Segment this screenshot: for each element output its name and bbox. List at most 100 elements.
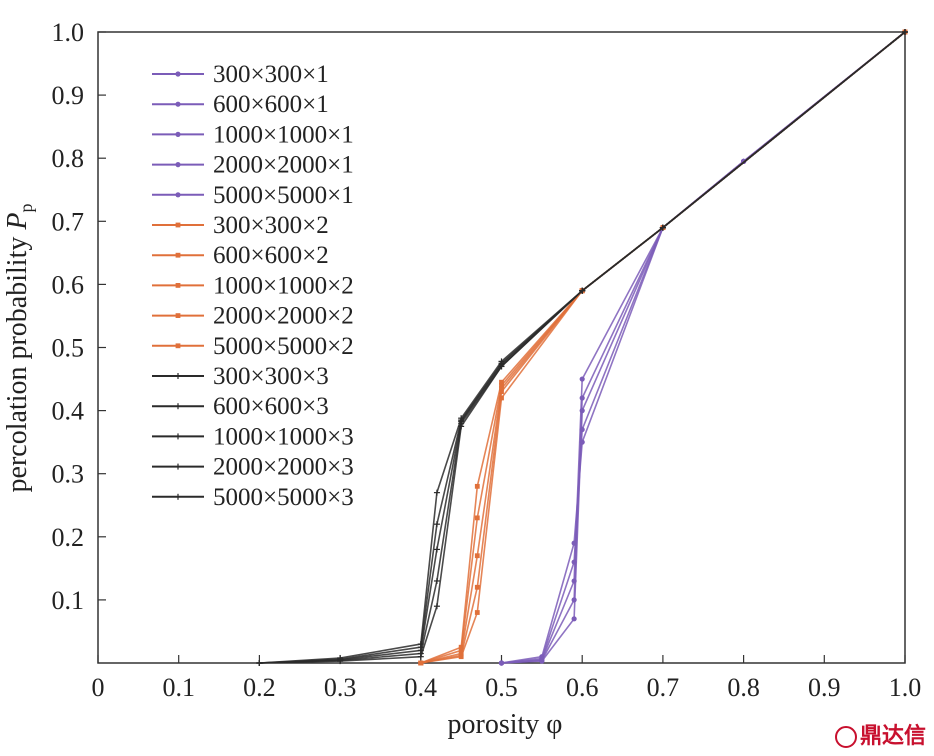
legend-marker <box>175 463 181 470</box>
data-point <box>474 584 480 590</box>
logo-badge-icon <box>834 726 857 748</box>
x-tick-label: 0.3 <box>324 673 357 702</box>
data-point <box>433 577 440 584</box>
data-point <box>902 29 908 35</box>
legend-label: 5000×5000×1 <box>213 182 354 209</box>
y-tick-label: 0.2 <box>52 523 85 552</box>
legend-label: 300×300×2 <box>213 212 329 239</box>
legend-marker <box>175 192 181 198</box>
data-point <box>571 597 577 603</box>
legend-item: 1000×1000×1 <box>152 121 354 148</box>
y-tick-label: 0.4 <box>52 397 85 426</box>
x-tick-label: 0.8 <box>727 673 760 702</box>
legend-marker <box>175 283 181 288</box>
legend-marker <box>175 373 181 379</box>
legend-marker <box>175 101 181 107</box>
data-point <box>498 660 505 666</box>
x-tick-label: 0.7 <box>647 673 680 702</box>
data-point <box>474 483 480 489</box>
data-point <box>498 358 505 365</box>
y-tick-label: 0.1 <box>52 586 85 615</box>
data-point <box>579 439 585 445</box>
data-point <box>474 515 480 521</box>
legend-label: 300×300×3 <box>213 363 329 390</box>
data-point <box>458 644 464 650</box>
y-tick-label: 0.9 <box>52 81 85 110</box>
data-point <box>571 540 577 546</box>
y-tick-label: 0.6 <box>52 270 85 299</box>
legend-item: 2000×2000×3 <box>152 454 354 481</box>
y-axis-label-symbol: P <box>2 213 33 231</box>
legend-label: 5000×5000×2 <box>213 333 354 360</box>
legend-item: 2000×2000×2 <box>152 303 354 330</box>
legend-marker <box>175 71 181 77</box>
legend-item: 5000×5000×3 <box>152 484 354 511</box>
legend-marker <box>175 162 181 168</box>
legend-label: 300×300×1 <box>213 61 329 88</box>
legend-item: 300×300×1 <box>152 61 329 88</box>
data-point <box>579 376 585 382</box>
legend-item: 600×600×3 <box>152 393 329 420</box>
data-point <box>256 660 263 666</box>
x-tick-label: 0.9 <box>808 673 841 702</box>
legend-label: 600×600×1 <box>213 91 329 118</box>
watermark: 鼎达信 <box>834 718 926 750</box>
legend-item: 5000×5000×2 <box>152 333 354 360</box>
data-point <box>571 616 577 622</box>
data-point <box>417 641 424 648</box>
y-axis-label: percolation probability Pp <box>2 204 36 493</box>
data-point <box>337 654 344 661</box>
x-tick-label: 0 <box>92 673 105 702</box>
legend-label: 600×600×3 <box>213 393 329 420</box>
x-tick-label: 1.0 <box>889 673 922 702</box>
data-point <box>458 651 464 656</box>
x-tick-label: 0.2 <box>243 673 276 702</box>
data-point <box>579 426 585 433</box>
legend-marker <box>175 222 181 228</box>
data-point <box>433 603 440 610</box>
legend-marker <box>175 403 181 410</box>
data-point <box>433 489 440 496</box>
legend-item: 2000×2000×1 <box>152 152 354 179</box>
legend-marker <box>175 131 181 137</box>
legend-marker <box>175 433 181 440</box>
legend-item: 300×300×3 <box>152 363 329 390</box>
y-tick-label: 0.8 <box>52 144 85 173</box>
y-tick-label: 0.7 <box>52 207 85 236</box>
y-axis-label-main: percolation probability <box>2 230 33 493</box>
x-tick-label: 0.4 <box>405 673 438 702</box>
legend-marker <box>175 493 181 500</box>
data-point <box>474 610 480 615</box>
legend-label: 5000×5000×3 <box>213 484 354 511</box>
data-point <box>579 287 586 294</box>
data-point <box>458 647 464 653</box>
data-point <box>499 379 504 385</box>
legend-item: 300×300×2 <box>152 212 329 239</box>
data-point <box>659 224 666 231</box>
legend-label: 2000×2000×1 <box>213 152 354 179</box>
legend-item: 5000×5000×1 <box>152 182 354 209</box>
legend-marker <box>175 343 181 349</box>
legend-label: 1000×1000×3 <box>213 423 354 450</box>
data-point <box>474 553 480 559</box>
x-tick-label: 0.6 <box>566 673 599 702</box>
legend-item: 1000×1000×3 <box>152 423 354 450</box>
legend-label: 2000×2000×2 <box>213 303 354 330</box>
legend-marker <box>175 252 181 258</box>
x-tick-label: 0.5 <box>485 673 518 702</box>
x-axis-label: porosity φ <box>448 709 563 740</box>
data-point <box>458 415 465 422</box>
legend-item: 600×600×2 <box>152 242 329 269</box>
y-tick-label: 0.3 <box>52 460 85 489</box>
data-point <box>571 559 577 565</box>
legend-label: 600×600×2 <box>213 242 329 269</box>
data-point <box>433 546 440 553</box>
y-axis-label-subscript: p <box>16 204 36 213</box>
legend-label: 1000×1000×1 <box>213 121 354 148</box>
watermark-label: 鼎达信 <box>859 724 926 749</box>
data-point <box>418 660 424 666</box>
legend-label: 2000×2000×3 <box>213 454 354 481</box>
legend-marker <box>175 313 181 318</box>
legend-item: 600×600×1 <box>152 91 329 118</box>
